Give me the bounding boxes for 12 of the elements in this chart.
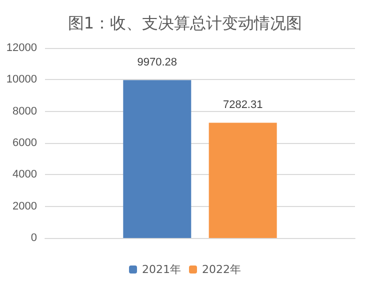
legend-label: 2022年 (202, 263, 241, 276)
data-label: 7282.31 (222, 99, 263, 112)
y-tick-label: 4000 (12, 168, 37, 181)
y-tick-label: 0 (30, 232, 37, 244)
data-label: 9970.28 (137, 56, 178, 69)
chart-title: 图1：收、支决算总计变动情况图 (68, 14, 302, 32)
y-tick-label: 6000 (12, 137, 37, 149)
y-tick-label: 8000 (12, 105, 37, 118)
y-tick-label: 12000 (6, 42, 37, 54)
y-tick-label: 10000 (6, 74, 37, 86)
y-tick-label: 2000 (12, 200, 37, 212)
legend-label: 2021年 (142, 263, 182, 276)
